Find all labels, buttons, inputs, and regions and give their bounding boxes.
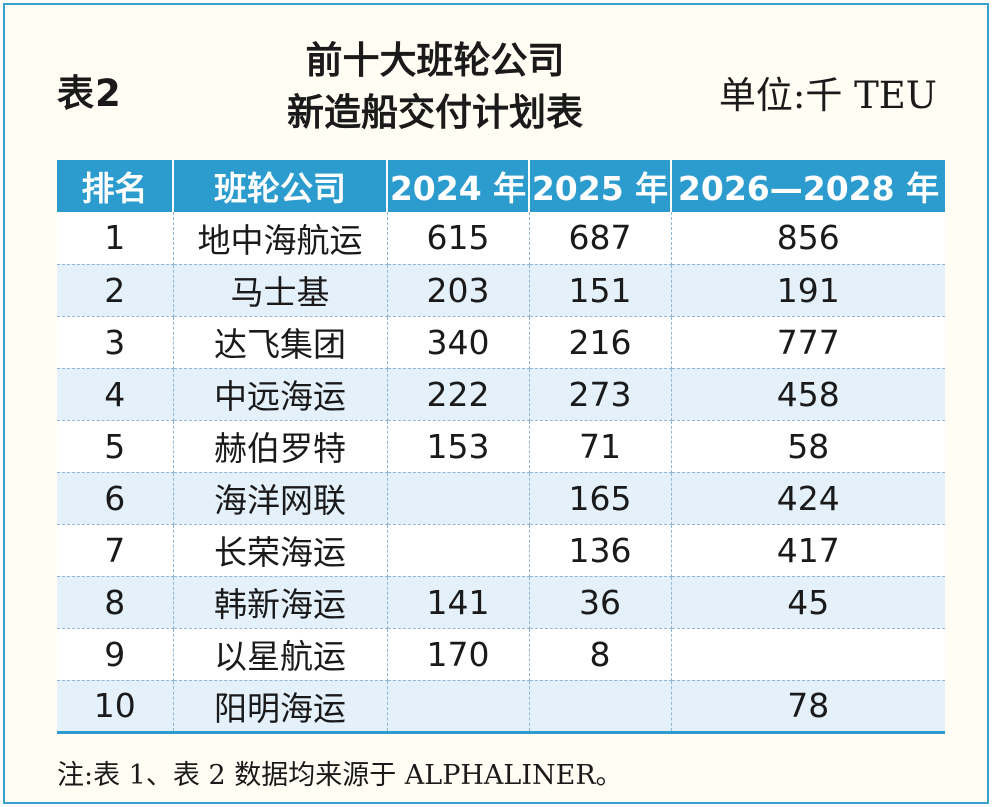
cell-2024: 141 <box>387 576 530 629</box>
cell-2026-2028: 856 <box>671 212 945 265</box>
cell-2025: 216 <box>529 316 672 369</box>
figure-frame: 表2 前十大班轮公司 新造船交付计划表 单位:千 TEU 排名 班轮公司 202… <box>3 3 989 804</box>
cell-2025: 165 <box>529 472 672 525</box>
cell-2025: 151 <box>529 264 672 317</box>
table-row: 9 以星航运 170 8 <box>57 628 945 681</box>
cell-rank: 5 <box>57 420 174 473</box>
cell-2025: 687 <box>529 212 672 265</box>
cell-2024: 615 <box>387 212 530 265</box>
cell-rank: 9 <box>57 628 174 681</box>
table-row: 8 韩新海运 141 36 45 <box>57 576 945 629</box>
table-row: 6 海洋网联 165 424 <box>57 472 945 525</box>
cell-2026-2028: 191 <box>671 264 945 317</box>
header-2025: 2025 年 <box>529 160 672 212</box>
cell-2024: 153 <box>387 420 530 473</box>
cell-2024: 222 <box>387 368 530 421</box>
header-rank: 排名 <box>57 160 174 212</box>
cell-company: 长荣海运 <box>173 524 388 577</box>
cell-2026-2028: 58 <box>671 420 945 473</box>
cell-2024 <box>387 524 530 577</box>
cell-company: 马士基 <box>173 264 388 317</box>
unit-label: 单位:千 TEU <box>718 74 937 117</box>
cell-company: 地中海航运 <box>173 212 388 265</box>
cell-2024: 203 <box>387 264 530 317</box>
cell-2024 <box>387 472 530 525</box>
cell-2026-2028: 424 <box>671 472 945 525</box>
cell-2026-2028 <box>671 628 945 681</box>
header-2024: 2024 年 <box>387 160 530 212</box>
cell-2025: 136 <box>529 524 672 577</box>
cell-2026-2028: 777 <box>671 316 945 369</box>
table-row: 4 中远海运 222 273 458 <box>57 368 945 421</box>
table-label: 表2 <box>57 72 122 115</box>
cell-2024: 340 <box>387 316 530 369</box>
header-2026-2028: 2026—2028 年 <box>677 169 940 208</box>
table-row: 10 阳明海运 78 <box>57 680 945 734</box>
title-line-2: 新造船交付计划表 <box>287 91 583 134</box>
cell-company: 韩新海运 <box>173 576 388 629</box>
cell-company: 中远海运 <box>173 368 388 421</box>
cell-2025: 36 <box>529 576 672 629</box>
cell-rank: 7 <box>57 524 174 577</box>
cell-rank: 2 <box>57 264 174 317</box>
cell-company: 赫伯罗特 <box>173 420 388 473</box>
cell-rank: 1 <box>57 212 174 265</box>
table-row: 3 达飞集团 340 216 777 <box>57 316 945 369</box>
cell-2025: 71 <box>529 420 672 473</box>
cell-company: 阳明海运 <box>173 680 388 734</box>
cell-company: 海洋网联 <box>173 472 388 525</box>
cell-company: 达飞集团 <box>173 316 388 369</box>
header-company: 班轮公司 <box>173 160 388 212</box>
cell-rank: 8 <box>57 576 174 629</box>
cell-rank: 3 <box>57 316 174 369</box>
cell-2026-2028: 458 <box>671 368 945 421</box>
source-note: 注:表 1、表 2 数据均来源于 ALPHALINER。 <box>57 760 623 791</box>
cell-2026-2028: 78 <box>671 680 945 734</box>
cell-rank: 6 <box>57 472 174 525</box>
table-title: 前十大班轮公司 新造船交付计划表 <box>225 35 645 139</box>
newbuild-delivery-table: 排名 班轮公司 2024 年 2025 年 2026—2028 年 1 地中海航… <box>57 160 945 734</box>
table-row: 1 地中海航运 615 687 856 <box>57 212 945 265</box>
cell-2025: 273 <box>529 368 672 421</box>
cell-rank: 4 <box>57 368 174 421</box>
table-row: 7 长荣海运 136 417 <box>57 524 945 577</box>
table-row: 2 马士基 203 151 191 <box>57 264 945 317</box>
cell-2026-2028: 45 <box>671 576 945 629</box>
cell-2024 <box>387 680 530 734</box>
cell-2026-2028: 417 <box>671 524 945 577</box>
table-row: 5 赫伯罗特 153 71 58 <box>57 420 945 473</box>
cell-rank: 10 <box>57 680 174 734</box>
cell-company: 以星航运 <box>173 628 388 681</box>
cell-2024: 170 <box>387 628 530 681</box>
cell-2025 <box>529 680 672 734</box>
cell-2025: 8 <box>529 628 672 681</box>
title-line-1: 前十大班轮公司 <box>305 39 565 82</box>
header-row: 排名 班轮公司 2024 年 2025 年 2026—2028 年 <box>57 160 945 212</box>
